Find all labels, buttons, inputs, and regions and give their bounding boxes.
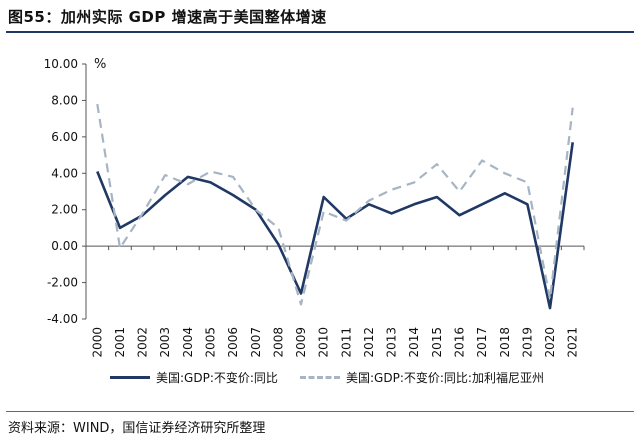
x-tick-label: 2003: [158, 327, 172, 358]
y-tick-label: -4.00: [47, 312, 78, 326]
data-point-us: [504, 192, 506, 194]
x-tick-label: 2001: [113, 327, 127, 358]
data-point-us: [526, 203, 528, 205]
data-point-california: [277, 227, 279, 229]
data-point-us: [232, 194, 234, 196]
x-tick-label: 2017: [475, 327, 489, 358]
x-tick-label: 2010: [317, 327, 331, 358]
data-point-us: [368, 203, 370, 205]
data-point-us: [187, 176, 189, 178]
data-point-california: [504, 172, 506, 174]
x-tick-label: 2020: [543, 327, 557, 358]
x-tick-label: 2005: [204, 327, 218, 358]
y-tick-label: 0.00: [51, 239, 78, 253]
data-point-us: [571, 141, 573, 143]
data-point-california: [368, 199, 370, 201]
y-tick-label: 10.00: [44, 57, 78, 71]
data-point-california: [96, 103, 98, 105]
data-point-us: [164, 194, 166, 196]
data-point-us: [119, 227, 121, 229]
x-tick-label: 2011: [339, 327, 353, 358]
data-point-california: [481, 159, 483, 161]
data-point-california: [187, 183, 189, 185]
data-point-california: [164, 174, 166, 176]
x-tick-label: 2009: [294, 327, 308, 358]
data-point-us: [413, 203, 415, 205]
data-point-california: [413, 181, 415, 183]
data-point-us: [209, 181, 211, 183]
y-tick-label: 6.00: [51, 130, 78, 144]
legend-item-california: 美国:GDP:不变价:同比:加利福尼亚州: [300, 369, 544, 386]
data-point-us: [96, 170, 98, 172]
x-tick-label: 2013: [385, 327, 399, 358]
data-point-california: [458, 190, 460, 192]
data-point-california: [436, 163, 438, 165]
data-point-california: [526, 181, 528, 183]
data-point-california: [300, 303, 302, 305]
y-tick-label: 4.00: [51, 166, 78, 180]
data-point-us: [322, 196, 324, 198]
data-point-california: [322, 210, 324, 212]
legend-label-us: 美国:GDP:不变价:同比: [156, 371, 278, 385]
figure-title: 图55：加州实际 GDP 增速高于美国整体增速: [8, 8, 327, 26]
y-tick-label: -2.00: [47, 276, 78, 290]
data-point-california: [571, 107, 573, 109]
legend-item-us: 美国:GDP:不变价:同比: [110, 369, 278, 386]
data-point-us: [458, 214, 460, 216]
data-point-us: [277, 243, 279, 245]
source-note: 资料来源：WIND，国信证券经济研究所整理: [8, 421, 266, 436]
data-point-us: [390, 212, 392, 214]
y-tick-label: 2.00: [51, 203, 78, 217]
data-point-california: [232, 176, 234, 178]
x-tick-label: 2004: [181, 327, 195, 358]
data-point-california: [255, 209, 257, 211]
x-tick-label: 2014: [407, 327, 421, 358]
y-unit-label: %: [94, 57, 106, 72]
x-tick-label: 2008: [271, 327, 285, 358]
x-tick-label: 2018: [498, 327, 512, 358]
x-tick-label: 2015: [430, 327, 444, 358]
x-tick-label: 2016: [453, 327, 467, 358]
footer-rule: [6, 411, 634, 412]
x-tick-label: 2006: [226, 327, 240, 358]
x-tick-label: 2019: [520, 327, 534, 358]
data-point-california: [549, 298, 551, 300]
data-point-california: [119, 247, 121, 249]
x-tick-label: 2007: [249, 327, 263, 358]
data-point-us: [300, 292, 302, 294]
x-tick-label: 2000: [90, 327, 104, 358]
legend-swatch-california: [300, 376, 340, 379]
line-chart: 10.00 8.00 6.00 4.00 2.00 0.00 -2.00 -4.00% 2000…: [44, 57, 585, 358]
legend-swatch-us: [110, 376, 150, 379]
data-point-california: [390, 188, 392, 190]
legend-label-california: 美国:GDP:不变价:同比:加利福尼亚州: [346, 371, 544, 385]
x-tick-label: 2002: [136, 327, 150, 358]
data-point-california: [209, 170, 211, 172]
data-point-us: [481, 203, 483, 205]
x-tick-label: 2012: [362, 327, 376, 358]
y-tick-label: 8.00: [51, 93, 78, 107]
data-point-california: [141, 212, 143, 214]
data-point-us: [549, 307, 551, 309]
data-point-california: [345, 219, 347, 221]
title-rule: [6, 31, 634, 33]
data-point-us: [436, 196, 438, 198]
series-line-us: [96, 142, 574, 310]
x-tick-label: 2021: [566, 327, 580, 358]
series-line-california: [96, 103, 574, 306]
